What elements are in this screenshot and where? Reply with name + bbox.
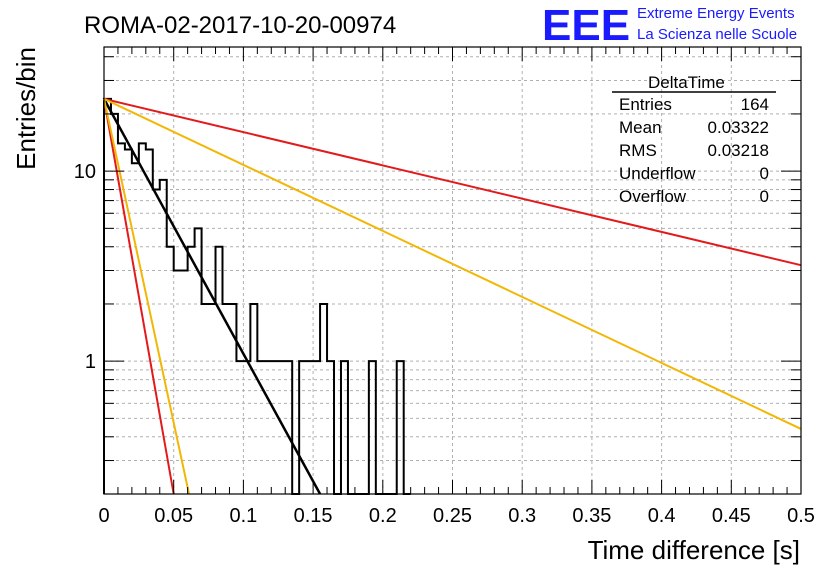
stats-value-underflow: 0 xyxy=(760,164,769,183)
stats-value-rms: 0.03218 xyxy=(708,141,769,160)
logo-subtitle-2: La Scienza nelle Scuole xyxy=(637,26,797,43)
x-tick-label: 0.05 xyxy=(154,505,193,527)
stats-value-entries: 164 xyxy=(741,95,769,114)
x-tick-label: 0.35 xyxy=(572,505,611,527)
x-tick-label: 0 xyxy=(98,505,109,527)
stats-label-underflow: Underflow xyxy=(619,164,696,183)
x-tick-label: 0.15 xyxy=(294,505,333,527)
grid xyxy=(104,47,801,494)
logo-subtitle-1: Extreme Energy Events xyxy=(637,5,795,22)
fit-line xyxy=(103,98,191,495)
fit-lines xyxy=(102,97,802,495)
x-tick-label: 0.5 xyxy=(787,505,815,527)
chart-title: ROMA-02-2017-10-20-00974 xyxy=(84,12,396,39)
stats-box: DeltaTime Entries 164 Mean 0.03322 RMS 0… xyxy=(612,73,776,206)
y-tick-label: 10 xyxy=(74,161,96,183)
fit-line xyxy=(102,98,322,495)
x-tick-label: 0.1 xyxy=(229,505,257,527)
stats-label-overflow: Overflow xyxy=(619,187,687,206)
stats-title: DeltaTime xyxy=(648,73,725,92)
x-axis-label: Time difference [s] xyxy=(588,535,800,565)
y-axis-label: Entries/bin xyxy=(11,47,41,170)
x-tick-label: 0.45 xyxy=(712,505,751,527)
x-tick-label: 0.25 xyxy=(433,505,472,527)
fit-line xyxy=(103,97,802,430)
fit-line xyxy=(103,98,175,495)
stats-value-mean: 0.03322 xyxy=(708,118,769,137)
stats-label-mean: Mean xyxy=(619,118,662,137)
axes: 0 0.05 0.1 0.15 0.2 0.25 0.3 0.35 0.4 0.45 0.5 1 10 xyxy=(74,47,815,527)
eee-logo: EEE xyxy=(542,1,630,50)
stats-value-overflow: 0 xyxy=(760,187,769,206)
stats-label-entries: Entries xyxy=(619,95,672,114)
x-tick-label: 0.2 xyxy=(369,505,397,527)
y-tick-label: 1 xyxy=(85,351,96,373)
x-tick-label: 0.3 xyxy=(508,505,536,527)
stats-label-rms: RMS xyxy=(619,141,657,160)
x-tick-label: 0.4 xyxy=(648,505,676,527)
fit-line xyxy=(103,97,802,267)
